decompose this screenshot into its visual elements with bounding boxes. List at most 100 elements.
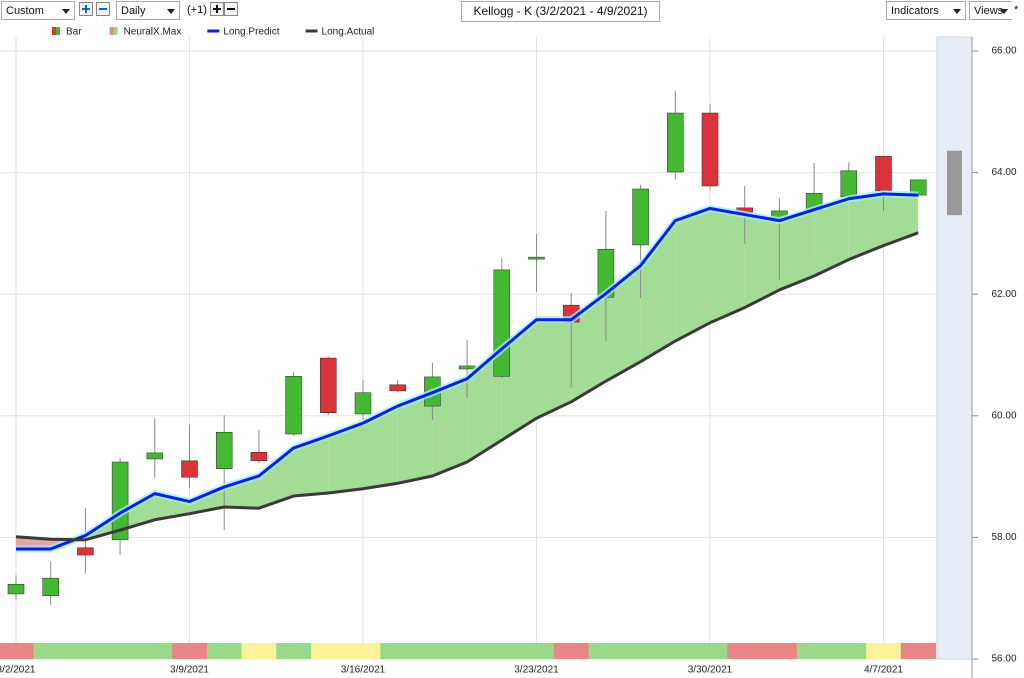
candle-body bbox=[111, 461, 129, 541]
offset-minus[interactable] bbox=[224, 2, 238, 16]
add-button[interactable] bbox=[79, 2, 93, 16]
signal-cell bbox=[831, 643, 867, 659]
candle-body bbox=[840, 170, 858, 198]
spread-area bbox=[363, 406, 398, 489]
signal-cell bbox=[588, 643, 624, 659]
signal-cell bbox=[137, 643, 173, 659]
x-tick-label: 4/7/2021 bbox=[864, 665, 903, 676]
signal-cell bbox=[102, 643, 138, 659]
legend-label: Long.Predict bbox=[223, 27, 279, 38]
candle-body bbox=[875, 155, 892, 192]
interval-select[interactable]: Daily bbox=[116, 1, 180, 20]
candle-body bbox=[181, 460, 198, 478]
x-tick-label: 3/30/2021 bbox=[688, 665, 733, 676]
spread-area bbox=[467, 348, 502, 463]
candle-body bbox=[701, 112, 719, 187]
candle-body bbox=[493, 269, 511, 377]
modified-flag: * bbox=[1012, 1, 1021, 20]
spread-area bbox=[571, 293, 606, 402]
legend-label: NeuralX.Max bbox=[124, 27, 182, 38]
signal-cell bbox=[241, 643, 277, 659]
signal-cell bbox=[623, 643, 659, 659]
signal-cell bbox=[519, 643, 555, 659]
forecast-zone bbox=[936, 36, 973, 660]
y-tick-label: 60.00 bbox=[991, 410, 1016, 421]
series-line bbox=[15, 231, 919, 542]
chart-title: Kellogg - K (3/2/2021 - 4/9/2021) bbox=[461, 1, 660, 22]
chart: 56.00 58.00 60.00 62.00 64.00 66.00 3/2/2021 3/… bbox=[0, 27, 1017, 678]
y-tick-label: 64.00 bbox=[991, 167, 1016, 178]
signal-cell bbox=[900, 643, 937, 659]
spread-area bbox=[536, 319, 572, 419]
signal-cell bbox=[415, 643, 451, 659]
candle-body bbox=[285, 376, 302, 435]
offset-plus[interactable] bbox=[210, 2, 224, 16]
views-select[interactable]: Views bbox=[969, 1, 1013, 20]
series-line bbox=[16, 192, 919, 551]
spread-area bbox=[258, 448, 294, 509]
signal-cell bbox=[345, 643, 381, 659]
spread-area bbox=[50, 535, 86, 549]
offset-label: (+1) bbox=[183, 1, 213, 20]
candle-body bbox=[458, 365, 476, 370]
spread-area bbox=[397, 392, 433, 484]
candle-body bbox=[354, 392, 372, 415]
spread-area bbox=[883, 193, 919, 246]
candle-body bbox=[215, 431, 233, 469]
signal-cell bbox=[206, 643, 243, 659]
signal-cell bbox=[692, 643, 728, 659]
y-tick-label: 66.00 bbox=[991, 46, 1016, 57]
candle-body bbox=[667, 112, 684, 173]
spread-area bbox=[328, 423, 363, 494]
candle-body bbox=[42, 577, 59, 597]
spread-area bbox=[293, 435, 329, 497]
signal-cell bbox=[796, 643, 832, 659]
signal-cell bbox=[657, 643, 694, 659]
candle-body bbox=[77, 547, 94, 556]
x-tick-label: 3/2/2021 bbox=[0, 665, 36, 676]
signal-cell bbox=[449, 643, 485, 659]
y-tick-label: 62.00 bbox=[991, 289, 1016, 300]
signal-cell bbox=[172, 643, 208, 659]
signal-cell bbox=[866, 643, 902, 659]
signal-cell bbox=[553, 643, 590, 659]
signal-cell bbox=[33, 643, 69, 659]
candle-body bbox=[632, 188, 649, 246]
candle-body bbox=[528, 256, 545, 260]
range-select[interactable]: Custom bbox=[1, 1, 75, 20]
x-tick-label: 3/9/2021 bbox=[170, 665, 209, 676]
candle-body bbox=[146, 452, 164, 460]
candle-body bbox=[7, 583, 25, 595]
signal-cell bbox=[762, 643, 798, 659]
spread-area bbox=[744, 214, 780, 308]
spread-area bbox=[848, 193, 884, 260]
spread-area bbox=[675, 208, 710, 342]
signal-cell bbox=[276, 643, 312, 659]
spread-area bbox=[710, 208, 745, 323]
signal-cell bbox=[0, 643, 34, 659]
signal-cell bbox=[380, 643, 416, 659]
x-tick-label: 3/16/2021 bbox=[341, 665, 386, 676]
y-tick-label: 58.00 bbox=[991, 532, 1016, 543]
signal-cell bbox=[484, 643, 520, 659]
spread-area bbox=[432, 378, 468, 476]
spread-area bbox=[224, 475, 259, 509]
candle-body bbox=[389, 384, 406, 392]
spread-area bbox=[501, 319, 537, 441]
spread-area bbox=[814, 198, 849, 276]
legend-label: Long.Actual bbox=[322, 27, 375, 38]
spread-area bbox=[605, 265, 641, 382]
legend-swatch bbox=[56, 27, 60, 35]
legend-swatch bbox=[113, 27, 118, 35]
legend-label: Bar bbox=[66, 27, 82, 38]
signal-cell bbox=[68, 643, 104, 659]
forecast-box bbox=[947, 150, 962, 216]
spread-area bbox=[779, 209, 815, 290]
candle-body bbox=[250, 452, 268, 462]
indicators-select[interactable]: Indicators bbox=[886, 1, 966, 20]
candle-body bbox=[320, 357, 337, 414]
remove-button[interactable] bbox=[96, 2, 110, 16]
signal-cell bbox=[727, 643, 763, 659]
signal-cell bbox=[310, 643, 347, 659]
